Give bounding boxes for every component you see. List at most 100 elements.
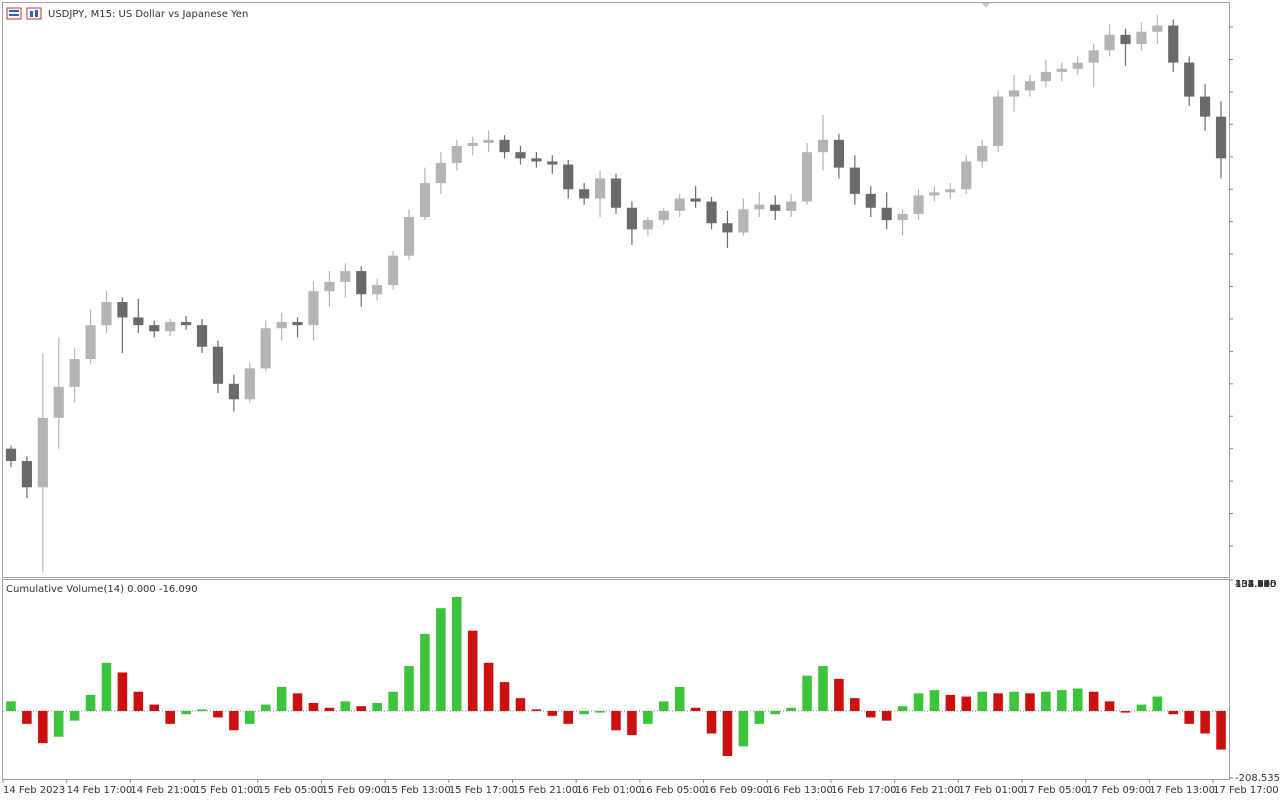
candle-body [1120,34,1131,45]
candle-body [69,359,80,387]
candle-body [706,201,717,224]
histogram-bar [133,691,144,712]
x-tick-label: 17 Feb 17:00 [1213,785,1279,796]
candle-body [292,322,303,326]
histogram-bar [324,707,335,712]
histogram-bar [53,711,64,737]
chart-title: USDJPY, M15: US Dollar vs Japanese Yen [48,9,248,20]
candle-body [53,386,64,418]
x-tick-label: 17 Feb 05:00 [1022,785,1088,796]
y-tick-label: -208.535 [1235,773,1280,784]
x-tick-label: 16 Feb 17:00 [831,785,897,796]
candle-body [5,448,17,462]
candle-body [547,161,558,165]
x-tick-label: 15 Feb 01:00 [194,785,260,796]
x-tick-label: 17 Feb 13:00 [1149,785,1215,796]
candle-body [244,368,255,400]
candle-body [722,223,733,233]
candle-body [833,139,845,168]
x-tick-label: 14 Feb 21:00 [130,785,196,796]
histogram-bar [452,596,462,712]
candle-body [642,220,653,230]
histogram-bar [1072,688,1083,712]
y-tick-label: 134.400 [1235,579,1276,590]
histogram-bar [706,711,717,734]
x-tick-label: 16 Feb 21:00 [895,785,961,796]
histogram-bar [340,701,351,712]
x-tick-label: 16 Feb 05:00 [640,785,706,796]
candle-body [738,209,749,233]
histogram-bar [738,711,749,747]
histogram-bar [531,709,542,712]
histogram-bar [85,694,96,712]
histogram-bar [674,686,685,712]
histogram-bar [913,693,924,712]
histogram-bar [117,672,128,712]
candle-body [117,301,128,318]
x-tick-label: 16 Feb 13:00 [767,785,833,796]
candle-body [1040,71,1051,82]
candle-body [961,161,972,190]
y-tick-label: 132.090 [1235,579,1276,590]
candle-body [1008,90,1020,97]
candle-body [658,210,669,221]
histogram-bar [292,693,303,712]
x-tick-label: 15 Feb 17:00 [449,785,515,796]
histogram-bar [1200,711,1210,734]
candle-body [674,198,685,211]
candle-body [1056,68,1067,72]
candle-body [435,162,446,184]
price-panel [2,2,1230,578]
histogram-bar [722,711,733,756]
histogram-bar [356,706,367,712]
x-tick-label: 17 Feb 01:00 [958,785,1024,796]
histogram-bar [467,630,478,712]
x-tick-label: 15 Feb 21:00 [513,785,579,796]
histogram-bar [961,696,972,712]
candle-body [499,139,510,153]
candle-body [1200,96,1211,117]
candle-body [563,164,574,190]
histogram-bar [1152,696,1163,712]
histogram-bar [611,711,621,731]
histogram-bar [818,666,828,712]
candle-body [1072,62,1083,69]
y-tick-label: 134.190 [1235,579,1276,590]
candle-body [228,383,239,400]
candle-body [1215,116,1227,159]
histogram-bar [197,709,207,712]
y-tick-label: 134.610 [1235,579,1276,590]
candle-body [324,281,335,292]
candle-body [610,178,622,208]
candle-body [1152,25,1163,32]
histogram-bar [372,702,382,712]
candle-body [212,346,224,384]
histogram-bar [515,698,526,712]
histogram-bar [1216,711,1226,750]
candle-body [37,417,48,488]
histogram-bar [1184,711,1194,724]
histogram-bar [690,707,701,712]
indicator-panel [2,579,1230,780]
histogram-bar [643,711,653,724]
candle-body [690,198,701,202]
histogram-bar [579,711,589,715]
candle-body [626,207,638,230]
candle-body [483,139,494,143]
candle-body [21,461,32,488]
y-tick-label: 131.670 [1235,579,1276,590]
histogram-bar [1120,711,1131,713]
histogram-bar [945,694,956,712]
histogram-bar [1104,701,1115,712]
candle-body [133,317,144,326]
candle-body [340,271,351,282]
histogram-bar [308,702,319,712]
y-tick-label: 133.770 [1235,579,1276,590]
candle-body [1168,25,1179,63]
y-tick-label: 132.720 [1235,579,1276,590]
histogram-bar [850,698,860,712]
candle-body [276,322,287,329]
candle-body [403,217,415,256]
candle-body [149,325,160,332]
